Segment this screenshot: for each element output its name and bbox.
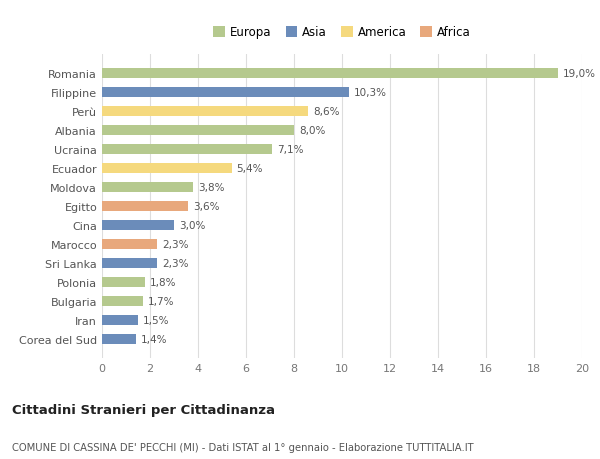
Text: 19,0%: 19,0% (563, 69, 596, 79)
Text: 2,3%: 2,3% (162, 240, 188, 249)
Text: 1,4%: 1,4% (140, 334, 167, 344)
Text: 8,0%: 8,0% (299, 126, 325, 136)
Bar (102, 106, 308, 117)
Legend: Europa, Asia, America, Africa: Europa, Asia, America, Africa (209, 22, 475, 44)
Bar (102, 69, 558, 79)
Text: 10,3%: 10,3% (354, 88, 387, 98)
Text: 1,8%: 1,8% (150, 277, 176, 287)
Bar (102, 202, 188, 212)
Bar (102, 277, 145, 287)
Text: 3,6%: 3,6% (193, 202, 220, 212)
Text: 1,5%: 1,5% (143, 315, 169, 325)
Bar (102, 296, 143, 307)
Bar (102, 239, 157, 250)
Bar (102, 220, 174, 231)
Text: 1,7%: 1,7% (148, 296, 174, 306)
Text: 5,4%: 5,4% (236, 164, 263, 174)
Text: COMUNE DI CASSINA DE' PECCHI (MI) - Dati ISTAT al 1° gennaio - Elaborazione TUTT: COMUNE DI CASSINA DE' PECCHI (MI) - Dati… (12, 442, 473, 452)
Bar (102, 315, 138, 325)
Text: 2,3%: 2,3% (162, 258, 188, 269)
Text: 3,0%: 3,0% (179, 220, 205, 230)
Text: 3,8%: 3,8% (198, 183, 224, 193)
Bar (102, 334, 136, 344)
Text: Cittadini Stranieri per Cittadinanza: Cittadini Stranieri per Cittadinanza (12, 403, 275, 416)
Bar (102, 182, 193, 193)
Bar (102, 88, 349, 98)
Text: 8,6%: 8,6% (313, 107, 340, 117)
Bar (102, 163, 232, 174)
Bar (102, 126, 294, 136)
Bar (102, 258, 157, 269)
Bar (102, 145, 272, 155)
Text: 7,1%: 7,1% (277, 145, 304, 155)
